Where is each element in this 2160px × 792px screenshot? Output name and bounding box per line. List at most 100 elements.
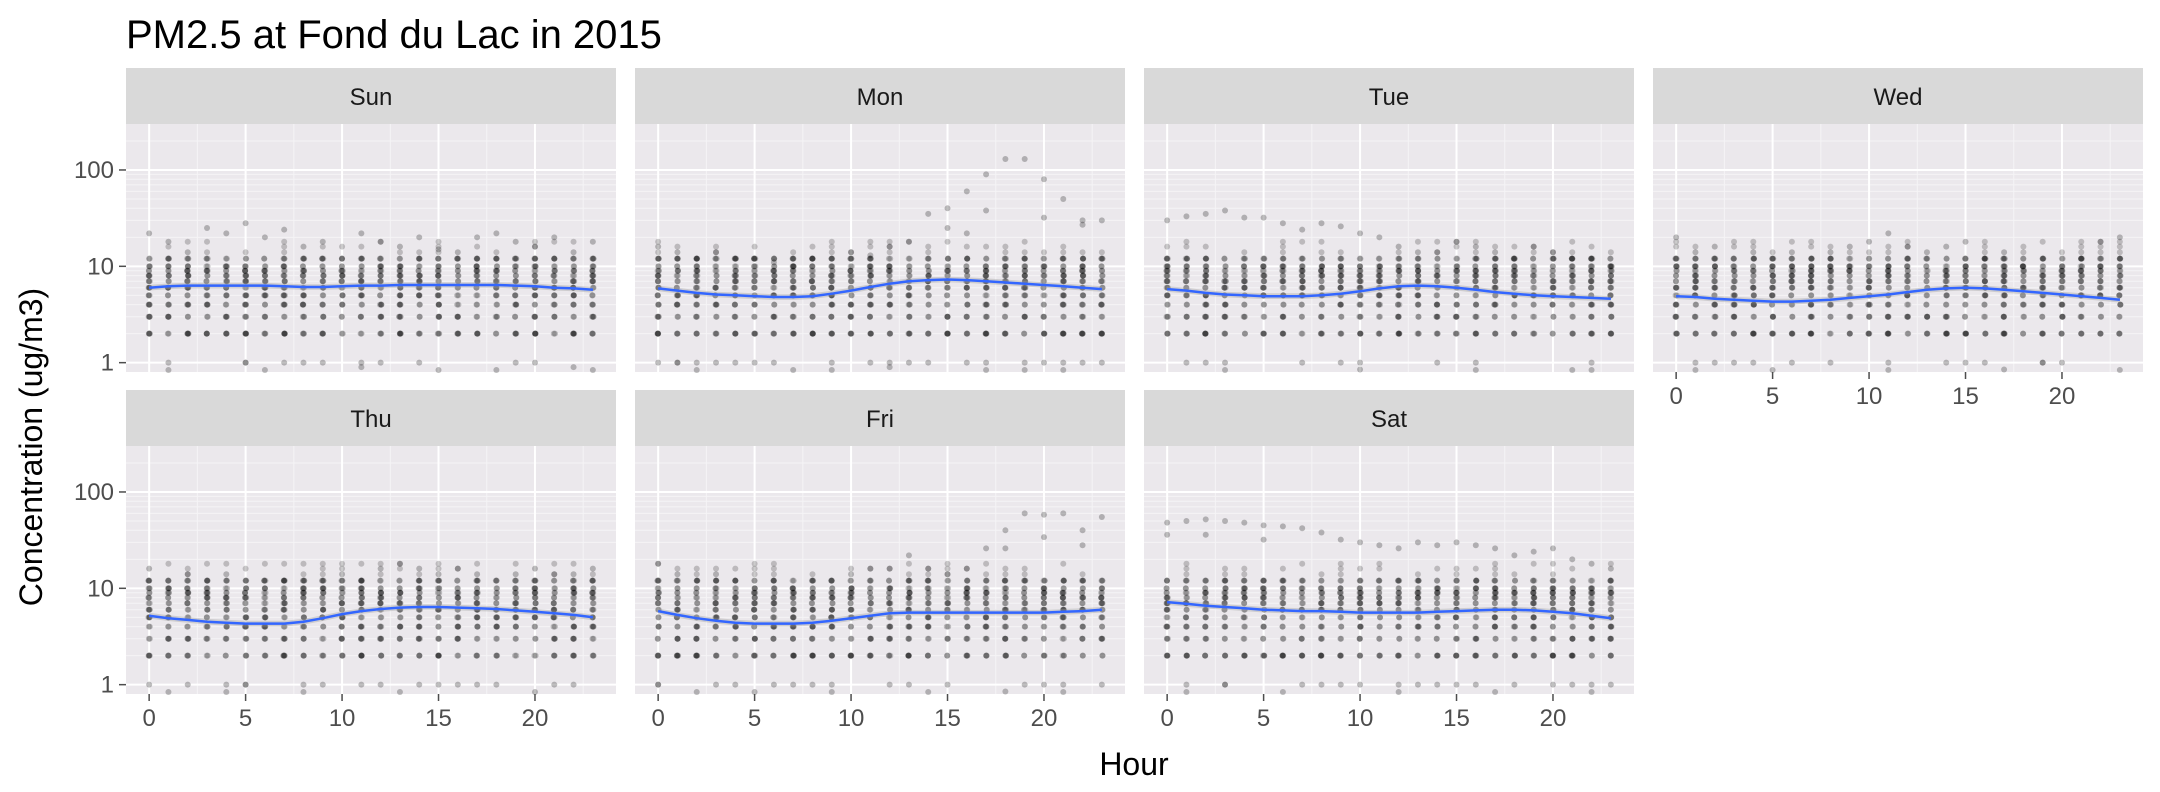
data-point (1923, 263, 1930, 270)
data-point (319, 600, 326, 607)
data-point (1060, 313, 1067, 320)
data-point (867, 255, 874, 262)
data-point (492, 255, 499, 262)
data-point (712, 255, 719, 262)
data-point (1279, 243, 1286, 250)
data-point (2040, 263, 2047, 270)
data-point (1692, 284, 1699, 291)
data-point (1202, 255, 1209, 262)
data-point (1222, 263, 1229, 270)
data-point (416, 330, 423, 337)
data-point (243, 330, 250, 337)
data-point (204, 255, 211, 262)
data-point (1769, 255, 1776, 262)
data-point (493, 292, 500, 299)
data-point (1338, 267, 1345, 274)
data-point (281, 577, 288, 584)
data-point (550, 301, 557, 308)
data-point (204, 249, 211, 256)
data-point (281, 330, 288, 337)
data-point (416, 623, 423, 630)
data-point (963, 188, 970, 195)
data-point (1414, 267, 1421, 274)
data-point (1184, 292, 1191, 299)
data-point (847, 255, 854, 262)
data-point (944, 313, 951, 320)
data-point (963, 263, 970, 270)
data-point (1711, 243, 1718, 250)
data-point (1002, 565, 1009, 572)
data-point (1060, 272, 1067, 279)
data-point (2096, 284, 2103, 291)
data-point (1021, 249, 1028, 256)
data-point (1904, 278, 1911, 285)
data-point (790, 267, 797, 274)
data-point (570, 278, 577, 285)
data-point (732, 267, 739, 274)
data-point (261, 267, 268, 274)
data-point (474, 278, 481, 285)
data-point (435, 635, 442, 642)
data-point (1202, 210, 1209, 217)
data-point (1079, 330, 1086, 337)
data-point (1770, 284, 1777, 291)
data-point (1981, 301, 1988, 308)
data-point (571, 267, 578, 274)
data-point (1202, 278, 1209, 285)
data-point (1415, 267, 1422, 274)
data-point (242, 330, 249, 337)
data-point (1962, 255, 1969, 262)
facet-strip (1144, 68, 1634, 124)
data-point (492, 278, 499, 285)
data-point (790, 255, 797, 262)
data-point (675, 267, 682, 274)
data-point (1163, 278, 1170, 285)
data-point (397, 292, 404, 299)
data-point (964, 635, 971, 642)
data-point (1098, 255, 1105, 262)
data-point (281, 272, 288, 279)
data-point (358, 267, 365, 274)
data-point (829, 267, 836, 274)
data-point (280, 292, 287, 299)
data-point (1434, 278, 1441, 285)
data-point (589, 267, 596, 274)
data-point (1021, 292, 1028, 299)
data-point (732, 330, 739, 337)
data-point (1098, 330, 1105, 337)
data-point (790, 330, 797, 337)
data-point (1260, 278, 1267, 285)
data-point (454, 635, 461, 642)
data-point (809, 600, 816, 607)
data-point (1001, 577, 1008, 584)
data-point (184, 263, 191, 270)
data-point (473, 255, 480, 262)
data-point (242, 565, 249, 572)
data-point (436, 330, 443, 337)
data-point (1415, 263, 1422, 270)
data-point (1279, 272, 1286, 279)
data-point (674, 249, 681, 256)
data-point (222, 263, 229, 270)
data-point (319, 681, 326, 688)
data-point (223, 571, 230, 578)
data-point (416, 234, 423, 241)
data-point (1357, 359, 1364, 366)
data-point (1731, 330, 1738, 337)
data-point (1098, 292, 1105, 299)
data-point (146, 301, 153, 308)
data-point (1260, 263, 1267, 270)
data-point (944, 313, 951, 320)
data-point (674, 330, 681, 337)
data-point (590, 313, 597, 320)
data-point (712, 577, 719, 584)
data-point (925, 272, 932, 279)
data-point (1203, 313, 1210, 320)
data-point (1060, 635, 1067, 642)
data-point (589, 278, 596, 285)
data-point (655, 301, 662, 308)
data-point (1414, 255, 1421, 262)
data-point (1298, 313, 1305, 320)
data-point (203, 600, 210, 607)
data-point (1183, 263, 1190, 270)
